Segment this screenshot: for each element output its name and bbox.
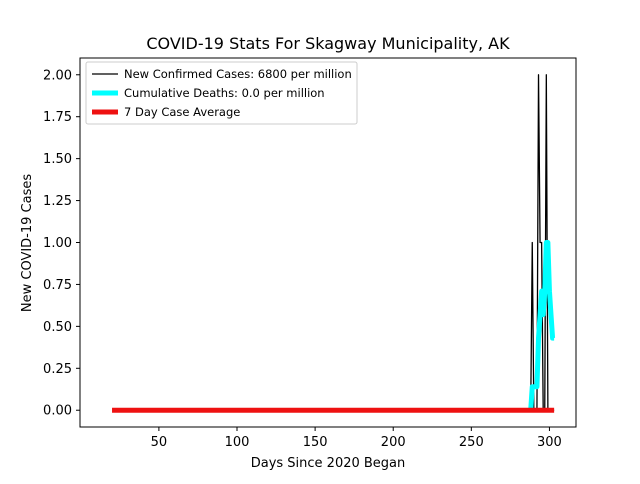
axes-layer: 50 100 150 200 250 300 0.00 0.25 0.50 0.75 1.00 1.2… (43, 57, 577, 450)
x-tick-label: 100 (225, 435, 250, 450)
x-tick-label: 200 (381, 435, 406, 450)
legend-label-new-cases: New Confirmed Cases: 6800 per million (124, 67, 352, 81)
y-tick-label: 1.50 (43, 152, 72, 167)
y-tick-label: 2.00 (43, 68, 72, 83)
y-tick-label: 0.50 (43, 320, 72, 335)
x-axis-label: Days Since 2020 Began (251, 456, 406, 471)
y-tick-label: 1.25 (43, 194, 72, 209)
legend-label-seven-day-average: 7 Day Case Average (124, 105, 240, 119)
x-tick-label: 300 (537, 435, 562, 450)
x-tick-label: 150 (303, 435, 328, 450)
y-tick-label: 0.75 (43, 278, 72, 293)
legend-frame (85, 61, 358, 125)
y-axis-label: New COVID-19 Cases (20, 174, 35, 312)
y-tick-label: 0.00 (43, 404, 72, 419)
series-layer (112, 74, 556, 413)
y-tick-label: 0.25 (43, 362, 72, 377)
legend-label-cumulative-deaths: Cumulative Deaths: 0.0 per million (124, 86, 325, 100)
y-tick-label: 1.00 (43, 236, 72, 251)
y-tick-label: 1.75 (43, 110, 72, 125)
legend: New Confirmed Cases: 6800 per million Cu… (85, 61, 358, 125)
chart-title: COVID-19 Stats For Skagway Municipality,… (146, 34, 510, 53)
series-line-cumulative-deaths (528, 240, 556, 411)
x-tick-label: 250 (459, 435, 484, 450)
x-tick-label: 50 (151, 435, 168, 450)
